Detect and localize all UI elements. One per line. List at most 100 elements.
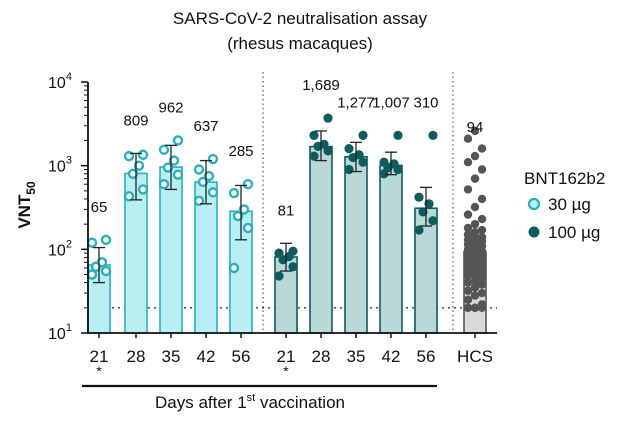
legend-label-100ug: 100 µg xyxy=(548,223,600,242)
chart-marks: 6521*809289623563742285568121*1,689281,2… xyxy=(48,71,497,388)
data-label-HCS-HCS: 94 xyxy=(467,119,484,136)
data-label-100ug-56: 310 xyxy=(413,94,438,111)
y-axis-label-sub: 50 xyxy=(24,181,38,195)
point-100ug-56 xyxy=(428,216,438,226)
point-30ug-42 xyxy=(197,176,209,188)
point-30ug-56 xyxy=(228,187,240,199)
data-label-30ug-35: 962 xyxy=(158,99,183,116)
point-hcs xyxy=(463,185,473,194)
x-tick-label-21: 21 xyxy=(90,347,109,366)
point-100ug-28 xyxy=(319,139,329,149)
x-tick-label-28: 28 xyxy=(312,347,331,366)
legend-marker-100ug xyxy=(528,226,540,238)
point-30ug-21 xyxy=(100,234,112,246)
point-hcs xyxy=(463,223,473,233)
y-tick-label-100: 102 xyxy=(48,238,72,259)
point-hcs xyxy=(463,278,473,287)
point-100ug-35 xyxy=(344,164,354,175)
point-hcs xyxy=(477,280,487,289)
point-30ug-21 xyxy=(100,265,112,277)
point-100ug-56 xyxy=(428,130,438,141)
point-30ug-42 xyxy=(207,187,219,198)
point-hcs xyxy=(470,174,480,183)
point-100ug-28 xyxy=(309,151,319,161)
point-30ug-35 xyxy=(158,144,170,155)
point-100ug-42 xyxy=(379,157,389,167)
x-axis-label-sup: st xyxy=(247,392,256,404)
x-tick-label-21: 21 xyxy=(277,347,296,366)
point-30ug-35 xyxy=(162,162,174,173)
y-tick-exp: 1 xyxy=(66,322,72,334)
point-100ug-28 xyxy=(323,146,333,156)
data-label-100ug-42: 1,007 xyxy=(372,94,410,111)
point-hcs xyxy=(477,288,487,298)
bar-100ug-35 xyxy=(344,155,368,334)
x-tick-label-35: 35 xyxy=(162,347,181,366)
point-hcs xyxy=(477,258,487,267)
y-tick-label-10: 101 xyxy=(48,322,72,343)
y-tick-base: 10 xyxy=(48,326,66,343)
point-100ug-56 xyxy=(414,225,424,235)
y-tick-base: 10 xyxy=(48,159,66,176)
point-30ug-28 xyxy=(137,149,149,160)
point-100ug-28 xyxy=(323,113,333,123)
point-hcs xyxy=(477,214,487,224)
bar-100ug-28 xyxy=(309,145,333,334)
y-tick-exp: 2 xyxy=(66,238,72,250)
point-100ug-35 xyxy=(358,130,368,141)
x-tick-label-35: 35 xyxy=(347,347,366,366)
point-hcs xyxy=(470,260,480,269)
point-hcs xyxy=(470,276,480,286)
point-30ug-28 xyxy=(127,168,139,179)
point-30ug-28 xyxy=(133,160,145,171)
point-100ug-21 xyxy=(288,262,298,272)
point-30ug-35 xyxy=(168,155,180,166)
point-hcs xyxy=(477,232,487,242)
chart-subtitle: (rhesus macaques) xyxy=(227,34,373,53)
point-100ug-28 xyxy=(309,130,319,141)
chart-title: SARS-CoV-2 neutralisation assay xyxy=(173,9,428,28)
point-100ug-56 xyxy=(414,192,424,202)
point-hcs xyxy=(463,210,473,219)
y-axis-label: VNT50 xyxy=(15,181,38,229)
y-tick-exp: 3 xyxy=(66,155,72,167)
y-axis-label-main: VNT xyxy=(15,194,34,229)
point-100ug-56 xyxy=(418,207,428,217)
point-30ug-56 xyxy=(242,179,254,190)
point-100ug-21 xyxy=(274,248,284,258)
data-label-100ug-21: 81 xyxy=(278,202,295,219)
legend-title: BNT162b2 xyxy=(524,169,605,188)
point-30ug-35 xyxy=(158,179,170,190)
data-label-30ug-56: 285 xyxy=(228,143,253,160)
point-30ug-56 xyxy=(242,222,254,234)
point-hcs xyxy=(463,134,473,143)
x-tick-label-42: 42 xyxy=(382,347,401,366)
point-30ug-35 xyxy=(172,135,184,146)
point-hcs xyxy=(463,295,473,304)
legend-label-30ug: 30 µg xyxy=(548,195,591,214)
data-label-100ug-28: 1,689 xyxy=(302,77,340,94)
significance-star: * xyxy=(96,363,102,379)
point-hcs xyxy=(477,225,487,235)
x-axis-label: Days after 1st vaccination xyxy=(155,392,345,412)
point-30ug-56 xyxy=(238,204,250,215)
point-hcs xyxy=(477,300,487,309)
x-tick-label-28: 28 xyxy=(127,347,146,366)
point-100ug-21 xyxy=(288,246,298,256)
point-30ug-28 xyxy=(123,150,135,162)
bar-100ug-42 xyxy=(379,164,403,334)
point-100ug-42 xyxy=(393,130,403,141)
point-hcs xyxy=(470,228,480,237)
point-100ug-42 xyxy=(389,159,399,169)
point-30ug-42 xyxy=(193,164,205,175)
point-hcs xyxy=(463,230,473,239)
point-hcs xyxy=(477,194,487,204)
y-tick-label-10000: 104 xyxy=(48,71,72,92)
point-hcs xyxy=(477,165,487,174)
point-hcs xyxy=(463,303,473,313)
point-hcs xyxy=(463,261,473,271)
y-tick-base: 10 xyxy=(48,242,66,259)
x-tick-label-56: 56 xyxy=(417,347,436,366)
point-30ug-42 xyxy=(193,195,205,207)
